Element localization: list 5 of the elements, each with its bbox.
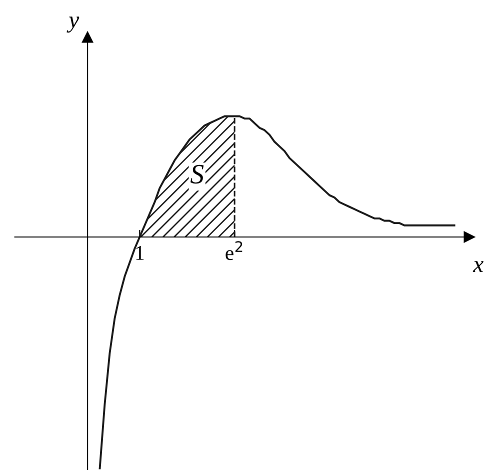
x-axis-title: x <box>472 261 484 272</box>
y-axis-title: y <box>66 16 80 33</box>
x-tick-label: e$^{2}$ <box>226 241 242 260</box>
annotation: S <box>190 164 204 184</box>
x-tick-label: 1 <box>136 246 144 260</box>
